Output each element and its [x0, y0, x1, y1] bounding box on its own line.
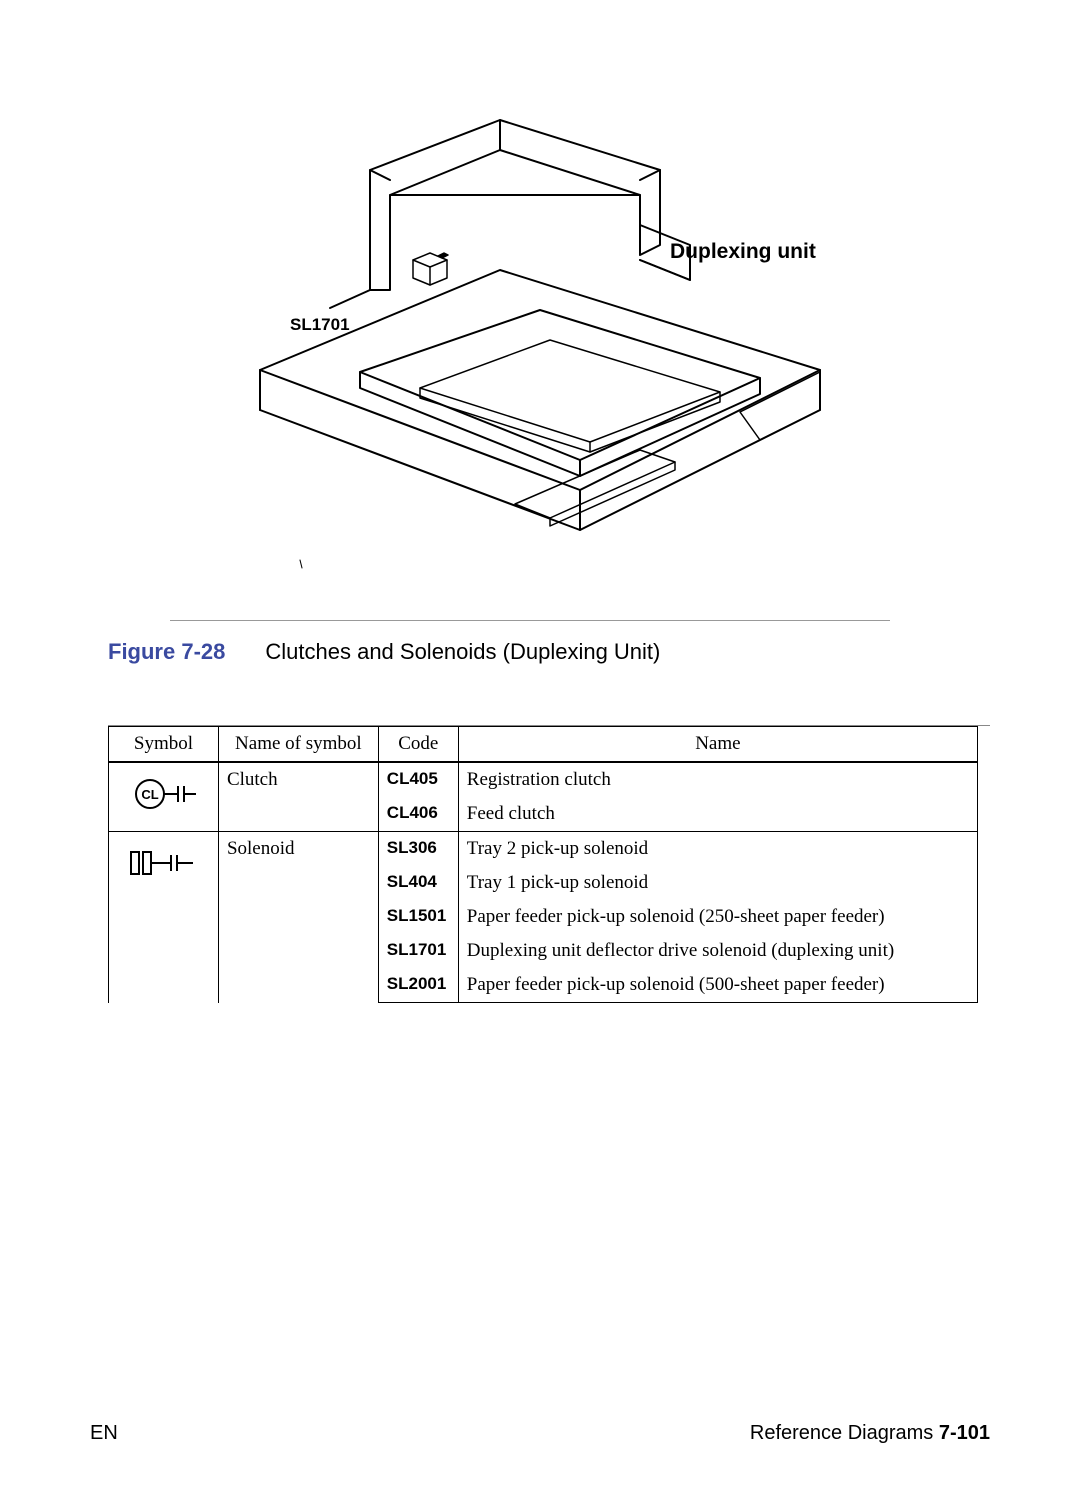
name-cell: Paper feeder pick-up solenoid (500-sheet…: [458, 968, 977, 1003]
col-name: Name: [458, 727, 977, 763]
name-cell: Duplexing unit deflector drive solenoid …: [458, 934, 977, 968]
code-cell: CL405: [378, 762, 458, 797]
col-code: Code: [378, 727, 458, 763]
footer-section: Reference Diagrams: [750, 1422, 939, 1444]
solenoid-icon: [127, 846, 199, 880]
code-cell: SL1701: [378, 934, 458, 968]
figure-caption: Figure 7-28 Clutches and Solenoids (Duple…: [108, 639, 990, 665]
code-cell: SL2001: [378, 968, 458, 1003]
caption-rule: [170, 620, 890, 621]
table-header-row: Symbol Name of symbol Code Name: [109, 727, 978, 763]
code-cell: SL404: [378, 866, 458, 900]
col-symbol: Symbol: [109, 727, 219, 763]
footer-page: 7-101: [939, 1422, 990, 1444]
clutch-icon: CL: [128, 777, 198, 811]
name-of-symbol-clutch: Clutch: [218, 762, 378, 832]
name-cell: Paper feeder pick-up solenoid (250-sheet…: [458, 900, 977, 934]
code-cell: SL306: [378, 832, 458, 867]
col-name-of-symbol: Name of symbol: [218, 727, 378, 763]
legend-table-wrapper: Symbol Name of symbol Code Name: [108, 725, 990, 1003]
symbol-solenoid-cell: [109, 832, 219, 1003]
footer-right: Reference Diagrams 7-101: [750, 1422, 990, 1445]
figure-number: Figure 7-28: [108, 639, 225, 664]
symbol-clutch-cell: CL: [109, 762, 219, 832]
name-cell: Tray 1 pick-up solenoid: [458, 866, 977, 900]
footer-left: EN: [90, 1422, 118, 1445]
name-of-symbol-solenoid: Solenoid: [218, 832, 378, 1003]
code-cell: SL1501: [378, 900, 458, 934]
figure-title: Clutches and Solenoids (Duplexing Unit): [265, 639, 660, 664]
table-row: Solenoid SL306 Tray 2 pick-up solenoid: [109, 832, 978, 867]
name-cell: Tray 2 pick-up solenoid: [458, 832, 977, 867]
legend-table: Symbol Name of symbol Code Name: [108, 726, 978, 1003]
duplexing-unit-title-label: Duplexing unit: [670, 240, 816, 264]
page-footer: EN Reference Diagrams 7-101: [90, 1422, 990, 1445]
name-cell: Registration clutch: [458, 762, 977, 797]
duplexing-unit-diagram: Duplexing unit SL1701: [90, 110, 990, 610]
table-row: CL Clutch CL405 Registration clutch: [109, 762, 978, 797]
name-cell: Feed clutch: [458, 797, 977, 832]
code-cell: CL406: [378, 797, 458, 832]
sl1701-label: SL1701: [290, 315, 350, 335]
duplexing-unit-svg: [220, 110, 860, 580]
svg-text:CL: CL: [142, 787, 159, 802]
